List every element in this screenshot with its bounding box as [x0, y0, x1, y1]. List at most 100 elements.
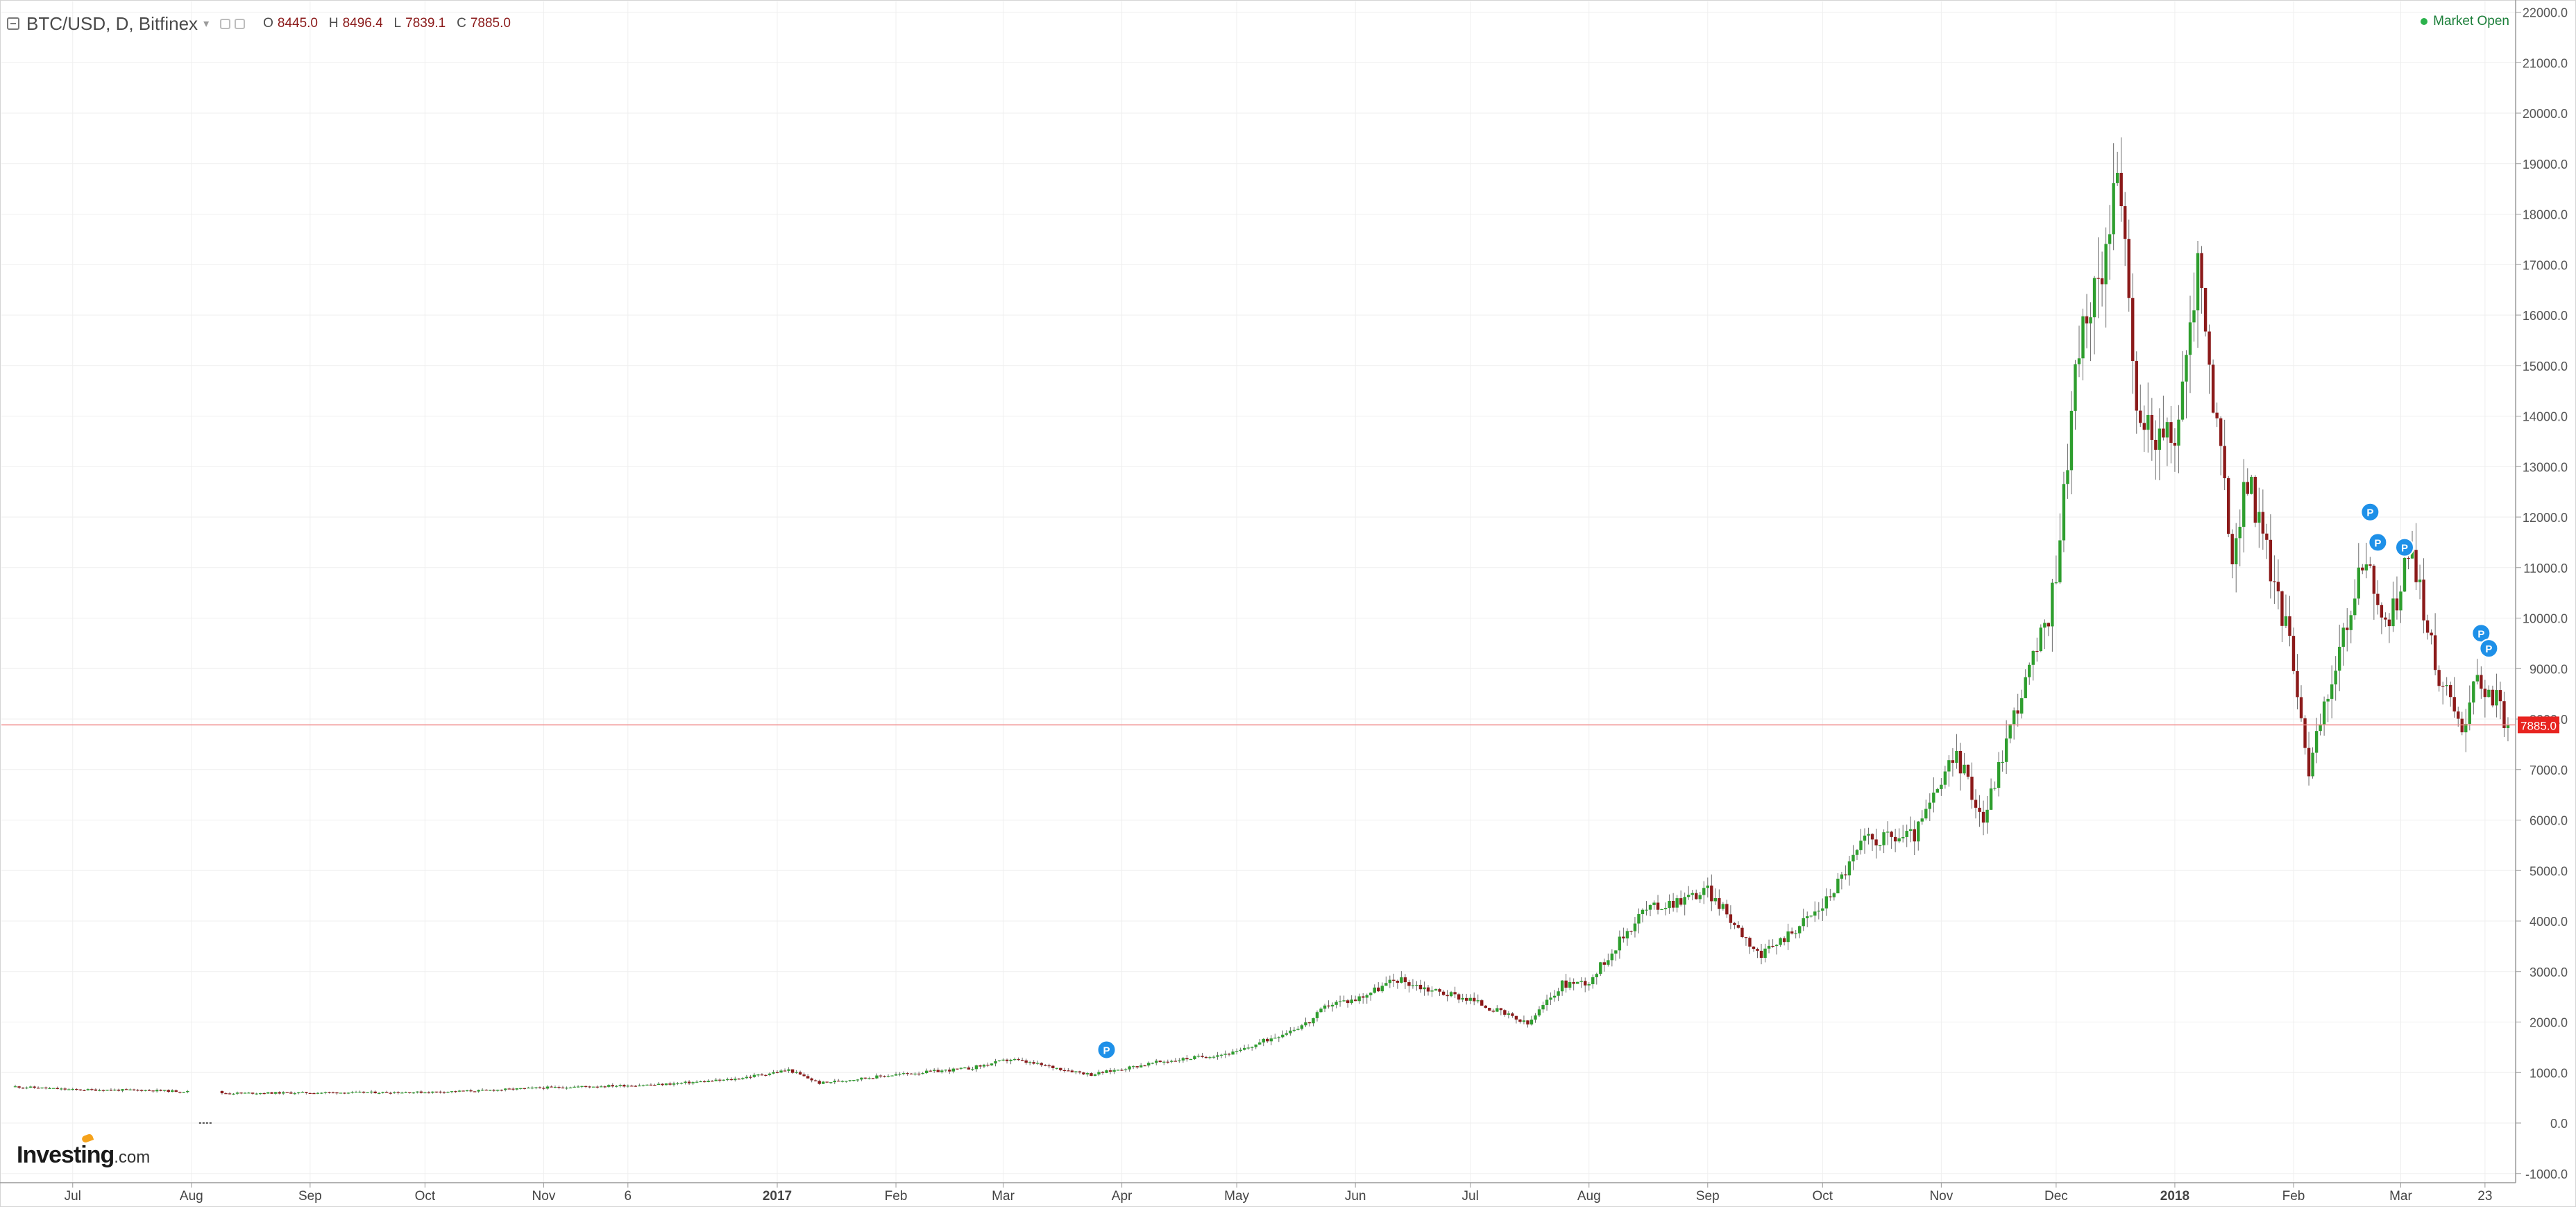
candle-down	[63, 1088, 67, 1090]
candle-up	[2051, 582, 2054, 627]
candle-up	[2180, 381, 2185, 420]
candle-up	[2357, 567, 2360, 599]
candle-up	[1557, 991, 1560, 996]
candle-up	[2028, 664, 2031, 677]
x-tick-label: Jul	[65, 1189, 81, 1204]
candle-down	[783, 1070, 787, 1072]
candle-up	[1641, 909, 1645, 915]
candle-up	[2039, 627, 2043, 652]
candle-down	[2480, 675, 2483, 689]
candle-up	[553, 1086, 557, 1088]
x-tick-label: 2018	[2160, 1189, 2189, 1204]
event-marker-icon[interactable]	[2471, 623, 2491, 643]
candle-down	[1870, 834, 1874, 840]
candle-up	[155, 1090, 159, 1092]
candle-up	[741, 1078, 745, 1079]
candle-down	[1729, 914, 1733, 923]
candle-up	[186, 1090, 189, 1092]
candle-up	[840, 1081, 845, 1082]
candle-up	[1357, 996, 1361, 1002]
symbol-label[interactable]: BTC/USD, D, Bitfinex	[26, 12, 198, 34]
candle-up	[756, 1074, 760, 1076]
candle-up	[2391, 598, 2395, 627]
candle-up	[2472, 681, 2475, 703]
high-label: H	[328, 16, 339, 31]
candle-down	[649, 1084, 653, 1086]
market-status-label: Market Open	[2433, 14, 2509, 28]
candle-up	[1155, 1061, 1158, 1063]
candle-up	[2418, 580, 2422, 582]
candle-down	[389, 1092, 392, 1094]
chevron-down-icon[interactable]: ▾	[203, 18, 210, 30]
candle-up	[1055, 1067, 1058, 1069]
candle-up	[1246, 1047, 1250, 1049]
event-marker-icon[interactable]	[1096, 1040, 1117, 1060]
event-marker-icon[interactable]	[2360, 502, 2380, 522]
candle-up	[829, 1082, 833, 1083]
y-tick-label: 6000.0	[2530, 814, 2568, 828]
candle-up	[779, 1070, 783, 1073]
candle-down	[1062, 1070, 1067, 1072]
candle-up	[450, 1091, 454, 1092]
y-tick-label: 12000.0	[2523, 511, 2568, 525]
candle-down	[702, 1081, 706, 1083]
candle-down	[1782, 938, 1786, 943]
visibility-icon[interactable]	[220, 18, 231, 29]
candle-up	[1522, 1020, 1526, 1022]
y-tick-label: 3000.0	[2530, 965, 2568, 979]
x-tick-label: Sep	[298, 1189, 322, 1204]
candle-up	[2468, 702, 2471, 724]
candle-up	[1940, 784, 1943, 789]
candle-up	[1235, 1051, 1239, 1052]
candle-down	[1771, 945, 1774, 947]
candle-down	[718, 1079, 722, 1081]
candle-up	[951, 1068, 956, 1072]
candle-up	[699, 1081, 702, 1083]
candle-down	[2288, 616, 2291, 636]
candle-up	[1300, 1025, 1304, 1029]
candle-up	[2001, 761, 2004, 763]
candle-up	[1285, 1033, 1289, 1035]
candle-up	[2058, 540, 2062, 583]
candle-up	[2330, 684, 2334, 699]
collapse-icon[interactable]	[7, 17, 19, 30]
candle-down	[1201, 1056, 1204, 1057]
candle-up	[1713, 898, 1718, 902]
candle-up	[921, 1073, 924, 1074]
candle-up	[393, 1092, 396, 1094]
candle-down	[2169, 422, 2173, 443]
candle-up	[1690, 893, 1694, 895]
candle-up	[1568, 981, 1572, 988]
candle-down	[239, 1092, 243, 1094]
candle-down	[2457, 711, 2460, 719]
candle-up	[2326, 698, 2330, 702]
event-marker-icon[interactable]	[2394, 537, 2414, 557]
settings-icon[interactable]	[235, 18, 246, 29]
event-marker-icon[interactable]	[2368, 532, 2388, 552]
candle-up	[1786, 931, 1790, 943]
x-tick-label: Feb	[885, 1189, 908, 1204]
candle-down	[2223, 446, 2226, 478]
candle-down	[2380, 605, 2384, 618]
candle-up	[2242, 482, 2246, 527]
candle-down	[224, 1093, 228, 1095]
candle-down	[511, 1088, 515, 1090]
candle-up	[504, 1088, 507, 1090]
candle-down	[1602, 962, 1607, 965]
candle-up	[2020, 698, 2024, 714]
candle-up	[2089, 317, 2092, 324]
candle-down	[2430, 632, 2433, 636]
candle-up	[71, 1088, 74, 1090]
candle-down	[75, 1088, 78, 1090]
candle-up	[346, 1092, 350, 1094]
candle-up	[171, 1090, 174, 1092]
candle-up	[28, 1086, 33, 1088]
candle-up	[320, 1092, 323, 1094]
y-tick-label: 1000.0	[2530, 1066, 2568, 1080]
event-marker-icon[interactable]	[2479, 639, 2499, 659]
candle-down	[2154, 439, 2158, 450]
candle-down	[1464, 997, 1468, 1001]
candle-up	[894, 1074, 898, 1076]
candle-down	[2372, 566, 2376, 594]
